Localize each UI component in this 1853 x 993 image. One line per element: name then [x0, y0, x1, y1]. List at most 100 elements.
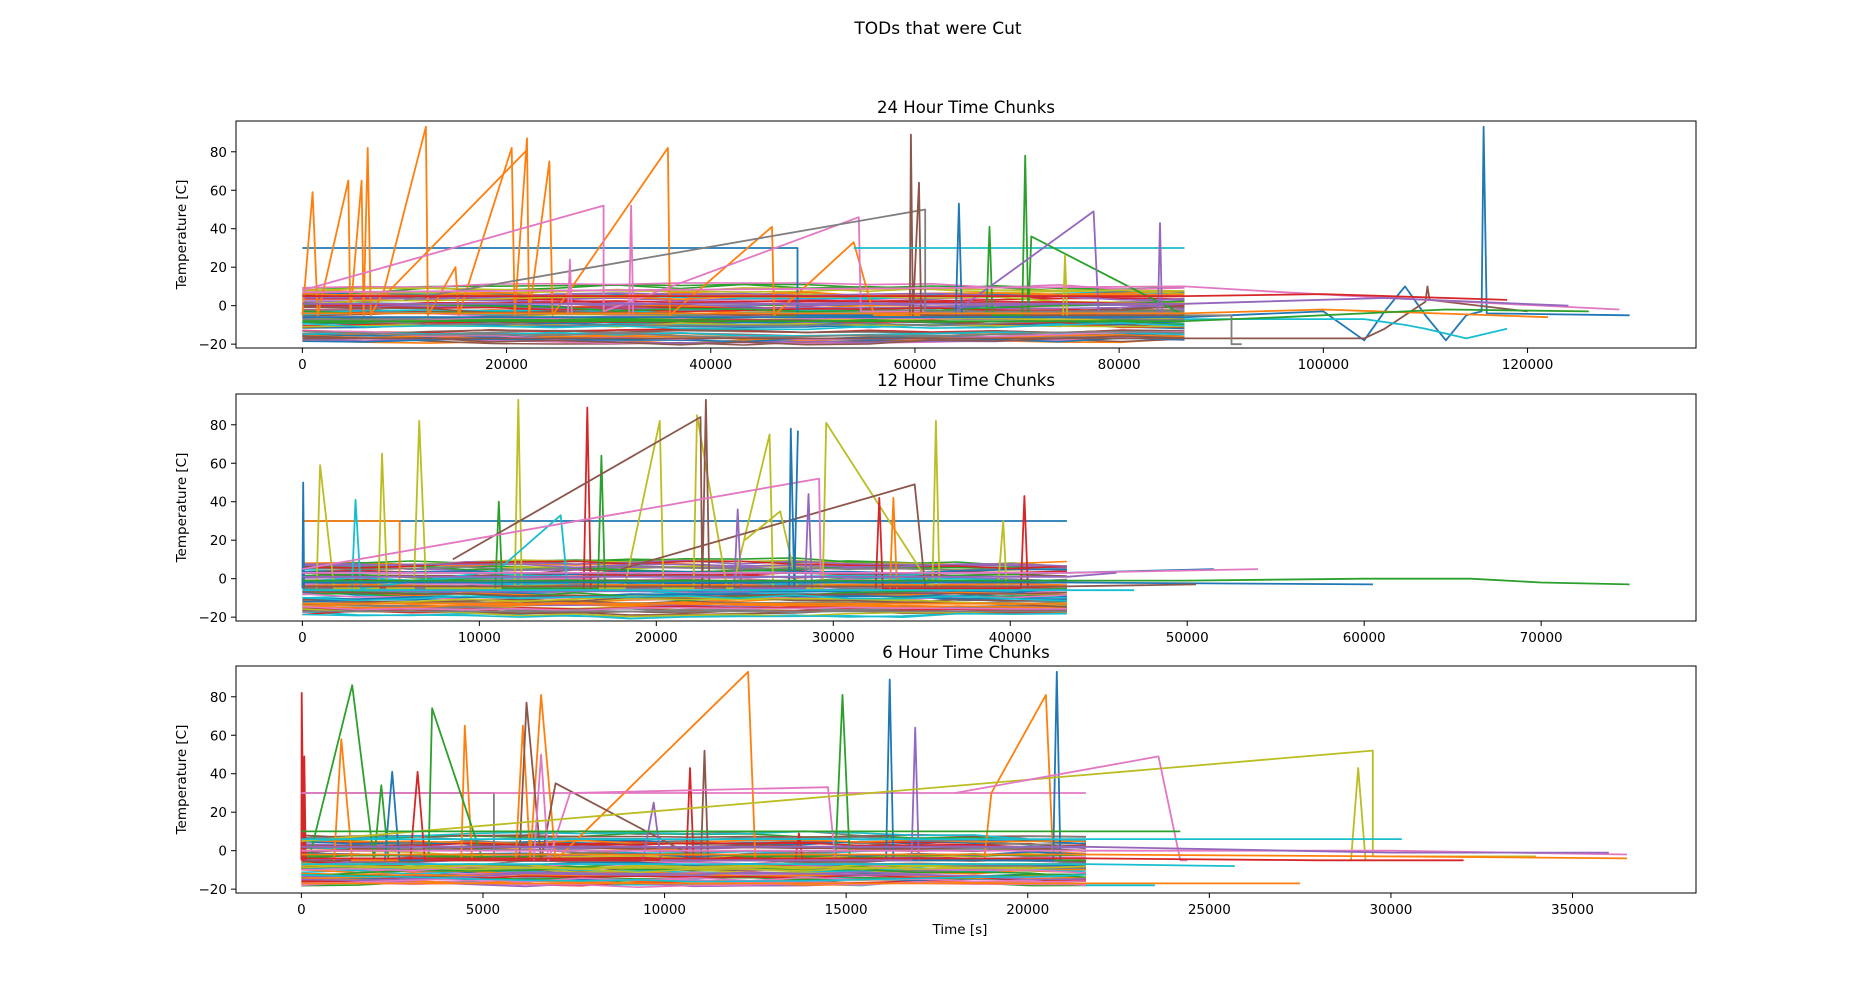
x-tick-label: 0	[298, 357, 307, 373]
series-line	[954, 202, 963, 316]
x-tick-label: 10000	[643, 902, 686, 918]
series-line	[620, 483, 927, 589]
y-tick-label: 60	[210, 728, 227, 744]
axes-frame	[235, 393, 1697, 622]
series-line	[744, 510, 799, 589]
x-tick-label: 100000	[1298, 357, 1350, 373]
y-axis-label: Temperature [C]	[174, 180, 190, 291]
x-tick-label: 30000	[812, 630, 855, 646]
y-tick-label: −20	[199, 882, 228, 898]
x-tick-label: 40000	[989, 630, 1032, 646]
series-line	[1157, 222, 1163, 316]
series-line	[1184, 318, 1508, 340]
y-tick-label: 40	[210, 222, 227, 238]
subplot-12-hour: 0 10000 20000 30000 40000 50000 60000 70000 −20 0…	[174, 371, 1697, 646]
subplot-title: 12 Hour Time Chunks	[877, 371, 1055, 390]
series-line	[301, 845, 1609, 854]
x-tick-label: 25000	[1188, 902, 1231, 918]
x-tick-label: 20000	[1006, 902, 1049, 918]
series-line	[494, 454, 606, 590]
x-tick-label: 120000	[1502, 357, 1554, 373]
axes-frame	[235, 665, 1697, 894]
y-tick-label: 20	[210, 260, 227, 276]
series-line	[302, 204, 1185, 313]
x-axis-label: Time [s]	[932, 922, 988, 938]
x-tick-label: 30000	[1369, 902, 1412, 918]
subplot-title: 6 Hour Time Chunks	[882, 643, 1049, 662]
axes-frame	[235, 120, 1697, 349]
series-line	[954, 755, 1188, 862]
series-line	[409, 767, 804, 862]
series-line	[302, 577, 1630, 586]
plot-area	[300, 670, 1628, 889]
series-line	[302, 293, 1508, 301]
band-trace	[302, 287, 1185, 293]
y-tick-label: 20	[210, 533, 227, 549]
y-tick-label: 60	[210, 456, 227, 472]
series-line	[302, 285, 1528, 340]
series-line	[518, 701, 709, 862]
series-line	[404, 208, 1185, 313]
x-tick-label: 0	[297, 902, 306, 918]
series-line	[302, 520, 401, 589]
series-line	[301, 853, 1628, 860]
series-line	[301, 125, 1185, 317]
y-tick-label: 60	[210, 183, 227, 199]
band-trace	[301, 864, 1086, 870]
series-line	[788, 427, 799, 590]
series-line	[300, 692, 307, 862]
band-trace	[301, 830, 1086, 843]
band-trace	[302, 596, 1067, 608]
subplot-6-hour: 0 5000 10000 15000 20000 25000 30000 35000 −20 0 2…	[174, 643, 1697, 918]
y-tick-label: 40	[210, 767, 227, 783]
x-tick-label: 20000	[635, 630, 678, 646]
series-line	[315, 398, 1008, 590]
x-tick-label: 60000	[1343, 630, 1386, 646]
series-line	[889, 497, 898, 589]
series-line	[733, 493, 813, 590]
series-line	[301, 863, 1235, 867]
series-line	[302, 308, 1549, 319]
x-tick-label: 70000	[1520, 630, 1563, 646]
series-line	[874, 495, 1029, 590]
series-line	[628, 204, 635, 316]
band-trace	[302, 304, 1185, 313]
series-line	[302, 581, 1374, 586]
x-tick-label: 15000	[825, 902, 868, 918]
series-line	[908, 133, 1185, 317]
x-tick-label: 0	[298, 630, 307, 646]
band-trace	[302, 291, 1185, 297]
series-line	[452, 398, 711, 590]
band-trace	[302, 594, 1067, 602]
plot-area	[301, 398, 1630, 620]
y-tick-label: 20	[210, 805, 227, 821]
series-line	[301, 857, 1464, 862]
x-tick-label: 60000	[893, 357, 936, 373]
series-line	[384, 670, 1062, 862]
y-tick-label: 80	[210, 690, 227, 706]
band-trace	[302, 593, 1067, 603]
series-line	[302, 477, 822, 589]
series-line	[351, 498, 569, 590]
series-line	[532, 753, 837, 862]
x-tick-label: 50000	[1166, 630, 1209, 646]
series-line	[302, 308, 1589, 322]
y-tick-label: 0	[218, 572, 227, 588]
series-line	[302, 568, 1259, 574]
y-tick-label: 80	[210, 145, 227, 161]
band-trace	[302, 612, 1067, 620]
plot-area	[301, 125, 1630, 346]
series-line	[302, 572, 1117, 578]
series-line	[955, 210, 1100, 316]
x-tick-label: 10000	[458, 630, 501, 646]
band-trace	[302, 300, 1185, 313]
x-tick-label: 80000	[1098, 357, 1141, 373]
series-line	[302, 297, 1569, 307]
y-tick-label: −20	[199, 610, 228, 626]
band-trace	[302, 601, 1067, 609]
y-axis-label: Temperature [C]	[174, 453, 190, 564]
x-tick-label: 35000	[1551, 902, 1594, 918]
subplot-24-hour: 0 20000 40000 60000 80000 100000 120000 −20 0 20 4…	[174, 98, 1697, 373]
